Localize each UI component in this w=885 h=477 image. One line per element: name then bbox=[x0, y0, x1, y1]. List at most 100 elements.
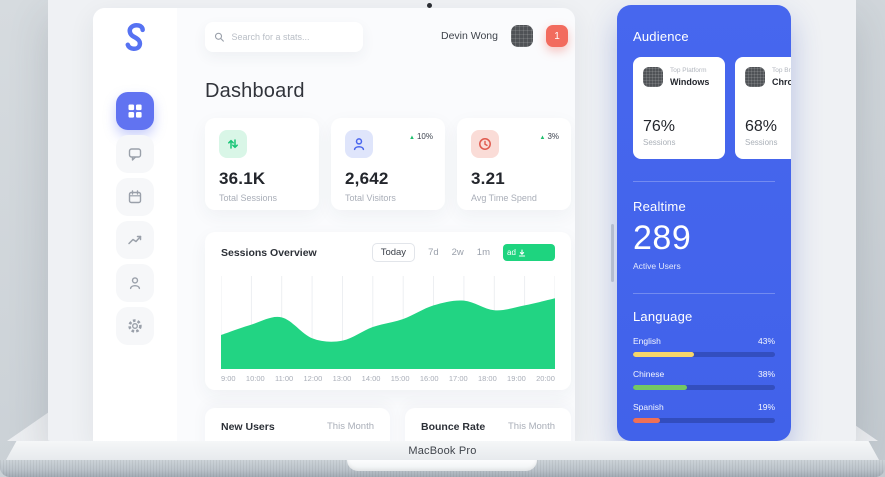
filter-7d[interactable]: 7d bbox=[428, 247, 439, 258]
trend-value: 3% bbox=[547, 132, 559, 141]
language-bar-fill bbox=[633, 352, 695, 357]
visitors-person-icon bbox=[345, 130, 373, 158]
trend-value: 10% bbox=[416, 132, 433, 141]
search-input[interactable] bbox=[231, 32, 354, 42]
language-pct: 43% bbox=[757, 336, 775, 346]
audience-title: Audience bbox=[633, 29, 689, 44]
audience-category: Top Browser bbox=[772, 67, 791, 74]
panel-divider bbox=[633, 181, 775, 182]
sidebar-item-messages[interactable] bbox=[116, 135, 154, 173]
laptop-lid-notch bbox=[347, 460, 537, 471]
logo-s-icon bbox=[125, 23, 145, 51]
stat-card-total-sessions: 36.1K Total Sessions bbox=[205, 118, 319, 210]
top-browser-card: Top Browser Chrome 68% Sessions bbox=[735, 57, 791, 159]
bottom-cards-row: New Users This Month Bounce Rate This Mo… bbox=[205, 408, 571, 441]
new-users-card: New Users This Month bbox=[205, 408, 390, 441]
audience-panel: Audience Top Platform Windows 76% Sessio… bbox=[617, 5, 791, 441]
top-platform-card: Top Platform Windows 76% Sessions bbox=[633, 57, 725, 159]
x-tick-label: 15:00 bbox=[390, 374, 410, 383]
card-title: Bounce Rate bbox=[421, 421, 486, 433]
stat-label: Total Visitors bbox=[345, 193, 396, 203]
sidebar-item-calendar[interactable] bbox=[116, 178, 154, 216]
stat-card-avg-time: ▲ 3% 3.21 Avg Time Spend bbox=[457, 118, 571, 210]
card-title: New Users bbox=[221, 421, 275, 433]
x-tick-label: 9:00 bbox=[221, 374, 236, 383]
sessions-area-chart: 9:00 10:00 11:00 12:00 13:00 14:00 15:00 16:00 1… bbox=[221, 273, 555, 383]
language-bar-fill bbox=[633, 418, 660, 423]
language-bar-track bbox=[633, 352, 775, 357]
x-tick-label: 10:00 bbox=[245, 374, 265, 383]
x-tick-label: 14:00 bbox=[361, 374, 381, 383]
card-period: This Month bbox=[508, 421, 555, 432]
sidebar-item-analytics[interactable] bbox=[116, 221, 154, 259]
dashboard-app-window: Devin Wong 1 Dashboard 36.1K Total Sessi… bbox=[93, 8, 575, 441]
sessions-overview-card: Sessions Overview Today 7d 2w 1m ad bbox=[205, 232, 571, 390]
laptop-base-flare-left bbox=[7, 412, 49, 441]
panel-divider bbox=[633, 293, 775, 294]
language-title: Language bbox=[633, 309, 693, 324]
trend-line-icon bbox=[128, 235, 142, 245]
audience-label: Sessions bbox=[745, 138, 778, 147]
sidebar-nav bbox=[116, 92, 154, 345]
notification-badge[interactable]: 1 bbox=[546, 25, 568, 47]
device-label: MacBook Pro bbox=[408, 444, 477, 457]
dashboard-grid-icon bbox=[128, 104, 142, 118]
realtime-label: Active Users bbox=[633, 261, 681, 271]
x-tick-label: 17:00 bbox=[448, 374, 468, 383]
user-cluster: Devin Wong 1 bbox=[441, 25, 568, 47]
stat-card-total-visitors: ▲ 10% 2,642 Total Visitors bbox=[331, 118, 445, 210]
filter-1m[interactable]: 1m bbox=[476, 247, 490, 258]
download-button[interactable]: ad bbox=[503, 244, 555, 261]
user-avatar[interactable] bbox=[511, 25, 533, 47]
stats-row: 36.1K Total Sessions ▲ 10% 2,642 Total Vi… bbox=[205, 118, 571, 210]
filter-today[interactable]: Today bbox=[371, 243, 416, 262]
language-bar-track bbox=[633, 385, 775, 390]
sessions-arrows-icon bbox=[219, 130, 247, 158]
bounce-rate-card: Bounce Rate This Month bbox=[405, 408, 571, 441]
sidebar bbox=[93, 8, 177, 441]
x-axis-ticks: 9:00 10:00 11:00 12:00 13:00 14:00 15:00 16:00 1… bbox=[221, 374, 555, 383]
language-pct: 38% bbox=[757, 369, 775, 379]
webcam-dot bbox=[427, 3, 432, 8]
platform-logo-icon bbox=[643, 67, 663, 87]
language-name: Spanish bbox=[633, 402, 664, 412]
sidebar-item-settings[interactable] bbox=[116, 307, 154, 345]
sidebar-item-dashboard[interactable] bbox=[116, 92, 154, 130]
browser-logo-icon bbox=[745, 67, 765, 87]
stat-label: Total Sessions bbox=[219, 193, 278, 203]
audience-category: Top Platform bbox=[670, 67, 707, 74]
calendar-icon bbox=[128, 190, 142, 204]
realtime-value: 289 bbox=[633, 219, 692, 257]
x-tick-label: 16:00 bbox=[419, 374, 439, 383]
language-bar-fill bbox=[633, 385, 687, 390]
language-row-chinese: Chinese 38% bbox=[633, 369, 775, 390]
card-period: This Month bbox=[327, 421, 374, 432]
user-name: Devin Wong bbox=[440, 30, 498, 42]
x-tick-label: 12:00 bbox=[303, 374, 323, 383]
language-row-spanish: Spanish 19% bbox=[633, 402, 775, 423]
sidebar-item-users[interactable] bbox=[116, 264, 154, 302]
x-tick-label: 18:00 bbox=[477, 374, 497, 383]
download-label: ad bbox=[507, 248, 516, 257]
time-filters: Today 7d 2w 1m ad bbox=[371, 243, 555, 262]
stat-label: Avg Time Spend bbox=[471, 193, 537, 203]
language-bar-track bbox=[633, 418, 775, 423]
scrollbar-thumb[interactable] bbox=[611, 224, 614, 282]
search-bar[interactable] bbox=[205, 22, 363, 52]
x-tick-label: 13:00 bbox=[332, 374, 352, 383]
person-icon bbox=[129, 277, 141, 290]
language-pct: 19% bbox=[757, 402, 775, 412]
chat-bubble-icon bbox=[128, 148, 142, 161]
filter-2w[interactable]: 2w bbox=[451, 247, 464, 258]
page-title: Dashboard bbox=[205, 80, 305, 102]
x-tick-label: 19:00 bbox=[507, 374, 526, 383]
trend-badge: ▲ 10% bbox=[409, 132, 433, 141]
audience-name: Chrome bbox=[772, 77, 791, 87]
x-tick-label: 11:00 bbox=[274, 374, 294, 383]
language-row-english: English 43% bbox=[633, 336, 775, 357]
audience-name: Windows bbox=[670, 77, 710, 87]
sessions-overview-title: Sessions Overview bbox=[221, 246, 317, 259]
stat-value: 3.21 bbox=[471, 169, 505, 188]
trend-badge: ▲ 3% bbox=[539, 132, 559, 141]
